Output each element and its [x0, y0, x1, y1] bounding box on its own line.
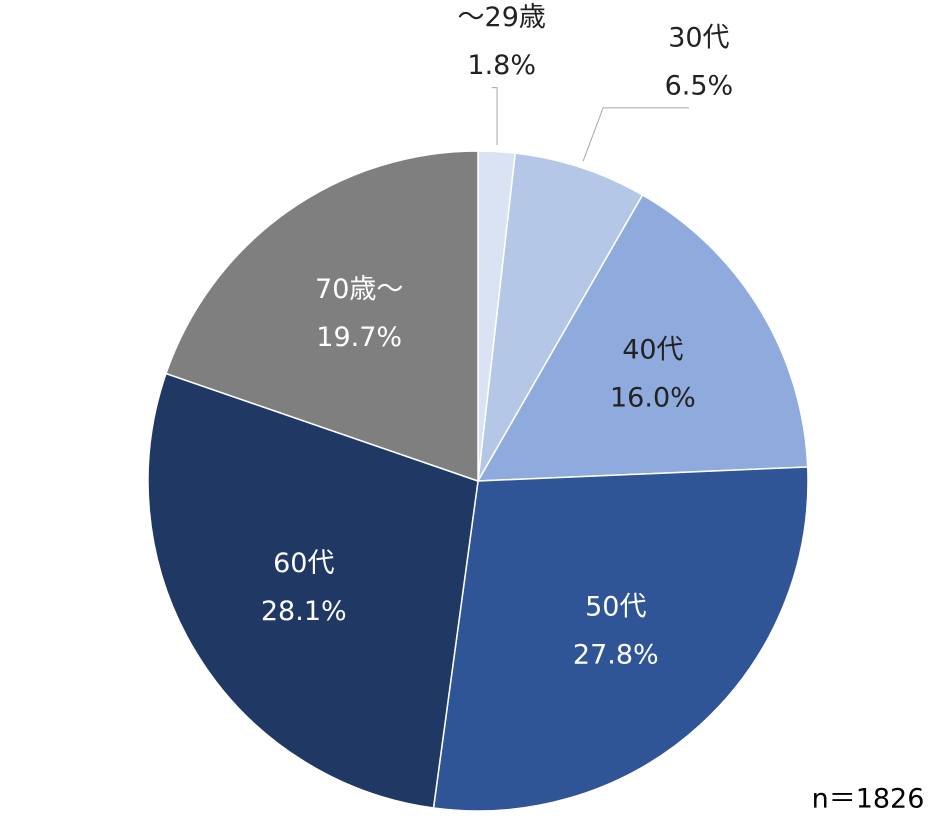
value-label: 27.8%: [573, 640, 659, 671]
slice-label: ～29歳: [458, 2, 546, 33]
slice-label: 40代: [622, 334, 683, 365]
value-label: 19.7%: [316, 322, 402, 353]
sample-size: n＝1826: [812, 784, 925, 815]
value-label: 16.0%: [610, 382, 696, 413]
pie-slice: [477, 152, 644, 482]
slice-label: 30代: [668, 22, 729, 53]
value-label: 6.5%: [665, 70, 734, 101]
pie-slice: [432, 466, 809, 812]
pie-slice: [476, 193, 809, 482]
slice-label: 50代: [585, 592, 646, 623]
leader-line: [491, 87, 498, 145]
slice-label: 70歳～: [315, 274, 403, 305]
pie-slice: [165, 150, 479, 483]
pie-slice: [147, 372, 479, 809]
leader-line: [582, 107, 689, 162]
value-label: 1.8%: [467, 50, 536, 81]
value-label: 28.1%: [261, 596, 347, 627]
slice-label: 60代: [273, 548, 334, 579]
